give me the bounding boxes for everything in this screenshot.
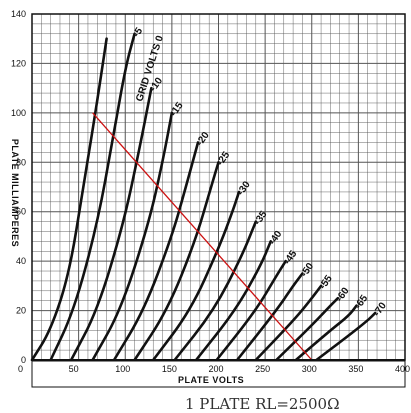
y-tick-label: 140: [11, 9, 26, 19]
y-tick-label: 100: [11, 108, 26, 118]
y-tick-label: 60: [16, 207, 26, 217]
x-tick-label: 50: [69, 364, 79, 374]
y-tick-label: 40: [16, 256, 26, 266]
x-tick-label: 350: [348, 364, 363, 374]
x-tick-label: 300: [302, 364, 317, 374]
axes: 0 50 100 150 200 250 300 350 400 0 20 40 60 80 100 120 1…: [11, 9, 410, 388]
x-tick-label: 150: [162, 364, 177, 374]
series-curve-12: [275, 296, 340, 362]
y-tick-label: 20: [16, 306, 26, 316]
series-group: [30, 32, 377, 362]
series-curve-8: [194, 240, 273, 362]
handwritten-annotation: 1 PLATE RL=2500Ω: [185, 395, 340, 413]
series-curve-10: [235, 272, 304, 362]
series-curve-5: [133, 160, 220, 362]
series-curve-1: [49, 32, 136, 362]
series-curve-13: [294, 304, 358, 362]
x-tick-label: 100: [115, 364, 130, 374]
x-axis-strip: [31, 360, 406, 388]
x-tick-label: 200: [209, 364, 224, 374]
series-curve-11: [254, 284, 323, 362]
grid: [31, 13, 406, 361]
series-curve-4: [112, 141, 200, 362]
x-tick-label: 0: [18, 364, 23, 374]
series-curve-7: [173, 220, 258, 362]
x-tick-label: 250: [255, 364, 270, 374]
y-tick-label: 0: [21, 355, 26, 365]
series-curve-3: [91, 111, 174, 362]
series-curve-0: [30, 37, 108, 362]
series-curve-6: [151, 190, 241, 362]
x-axis-title: PLATE VOLTS: [178, 375, 244, 385]
y-axis-title: PLATE MILLIAMPERES: [10, 139, 20, 247]
series-curve-9: [215, 259, 287, 362]
load-line: [92, 112, 313, 361]
series-curve-2: [69, 86, 153, 362]
series-curve-14: [315, 311, 377, 362]
y-tick-label: 80: [16, 157, 26, 167]
y-tick-label: 120: [11, 58, 26, 68]
x-tick-label: 400: [395, 364, 410, 374]
